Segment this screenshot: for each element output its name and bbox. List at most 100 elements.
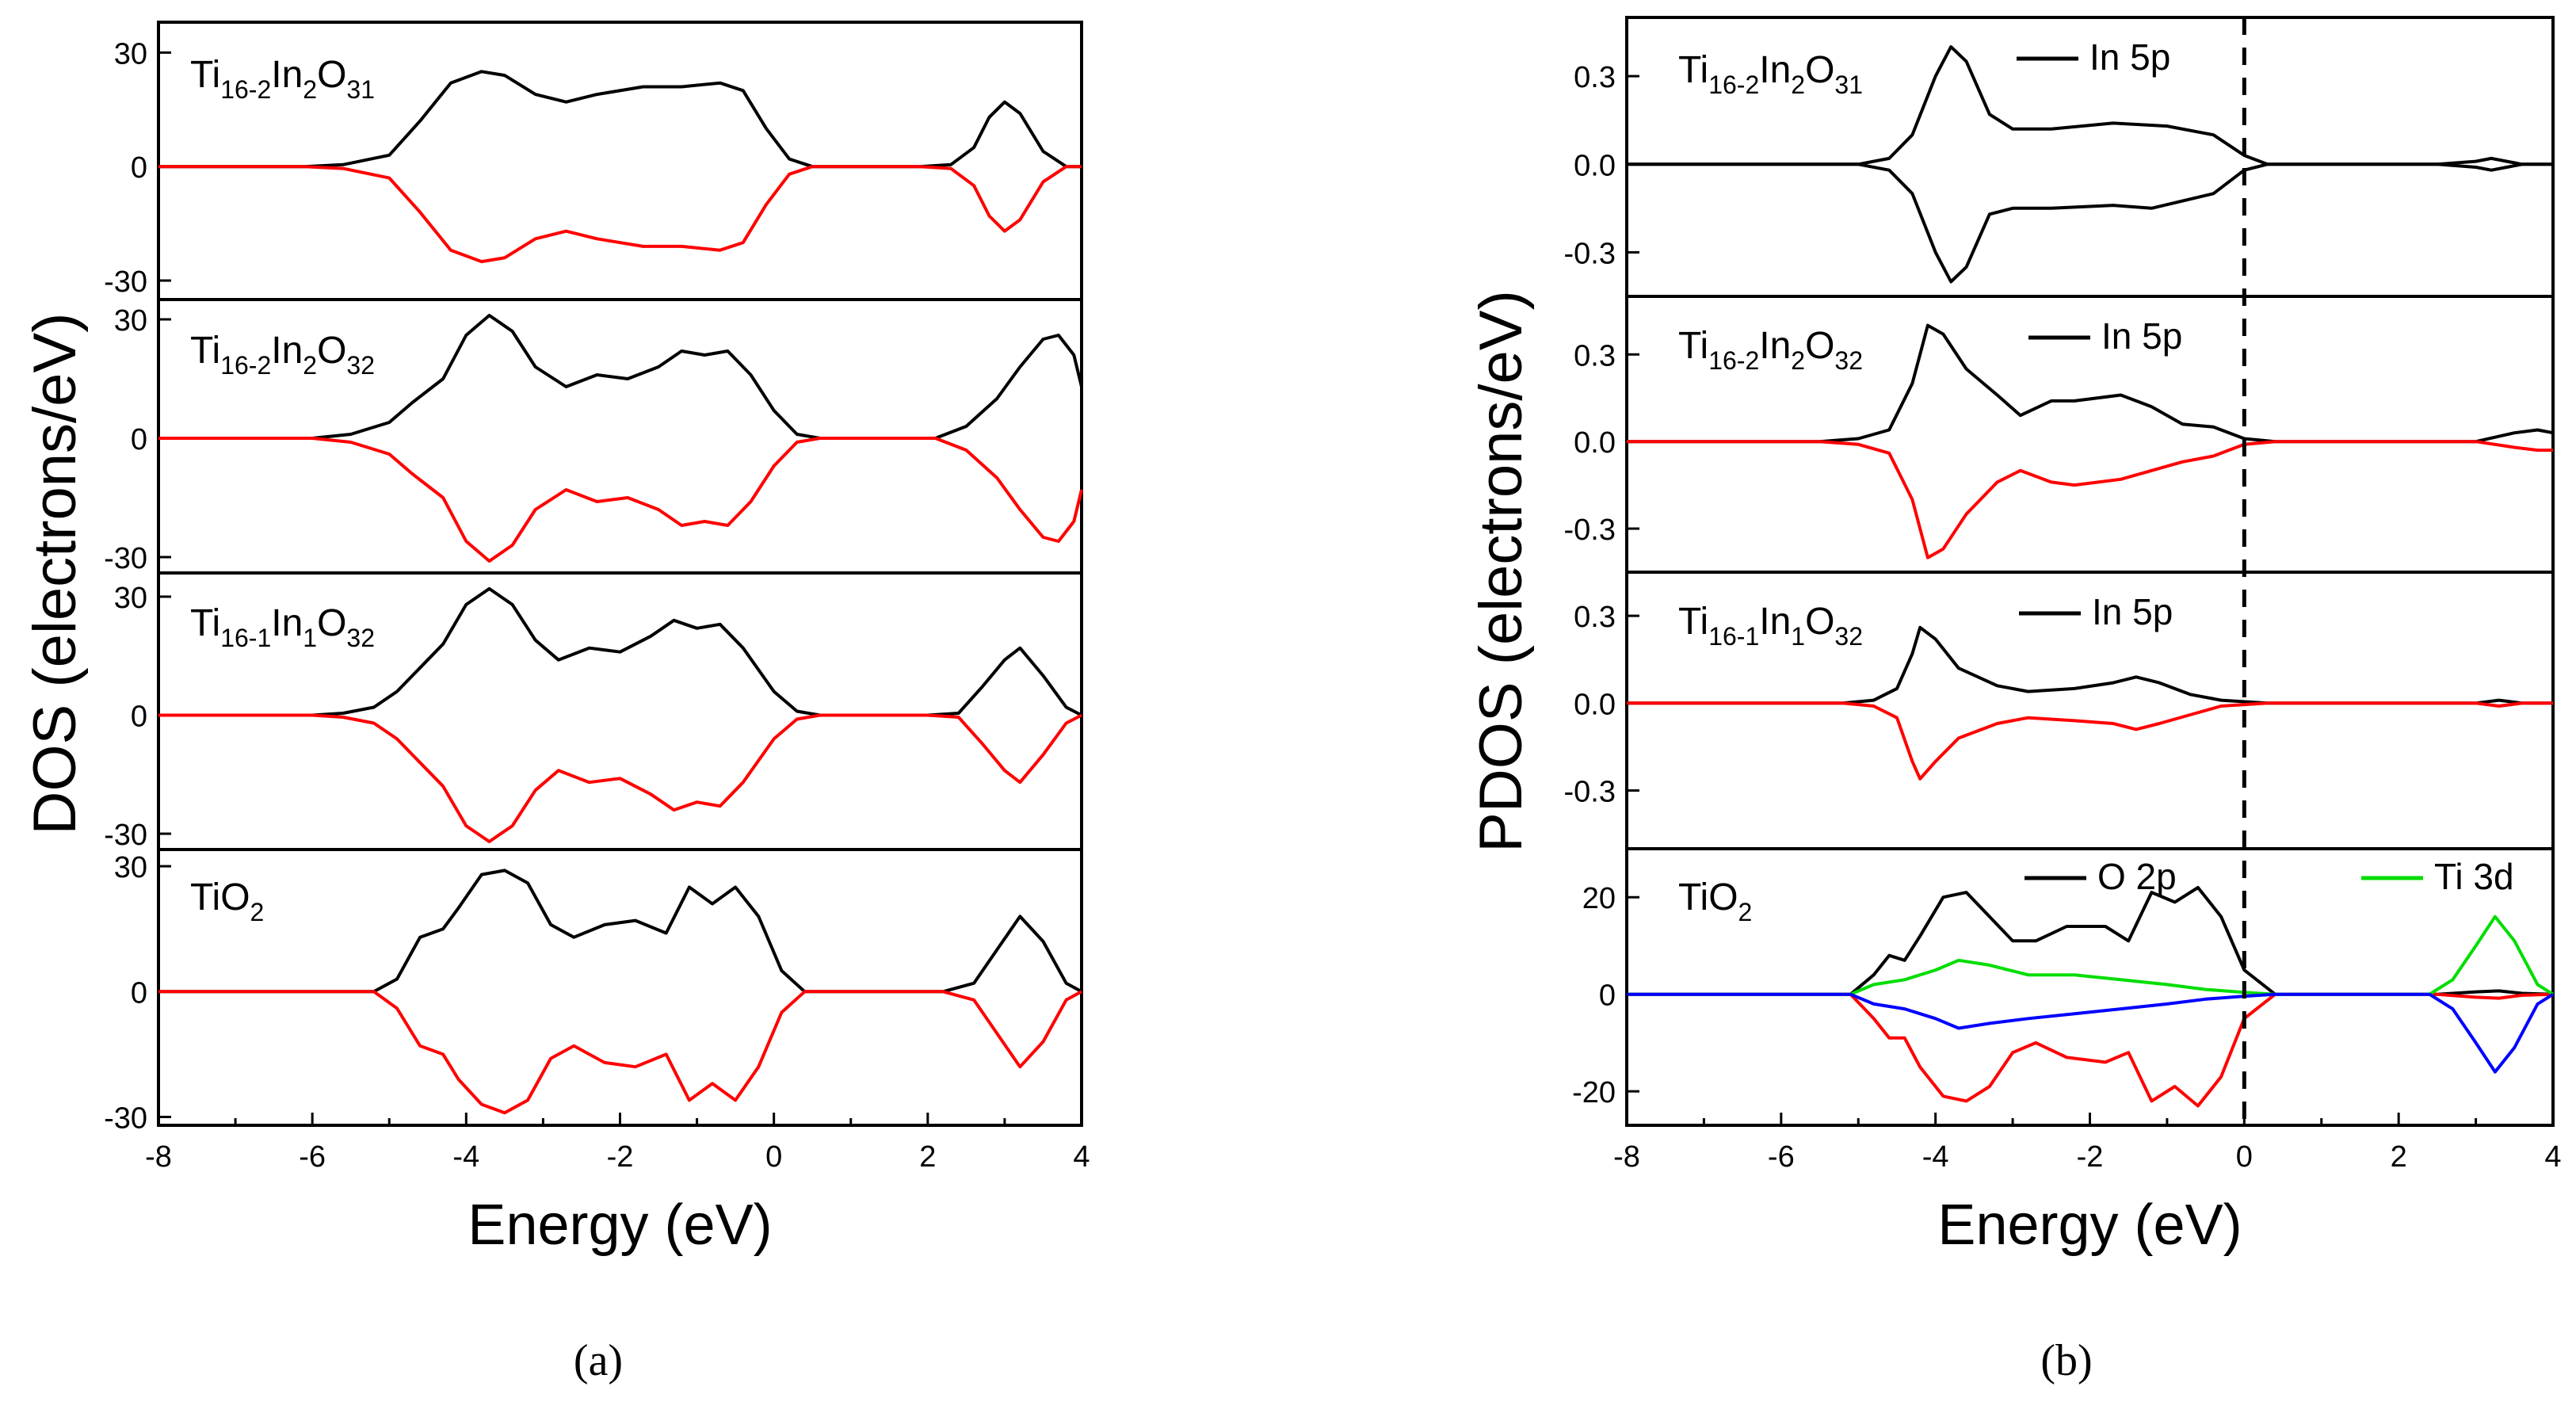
legend-label: O 2p — [2097, 856, 2177, 897]
panel-frame — [157, 848, 1083, 1127]
title-main: Ti — [1678, 325, 1708, 367]
x-tick-label: -6 — [299, 1140, 326, 1174]
title-sub1: 2 — [250, 898, 265, 926]
title-sub2: 1 — [303, 624, 317, 652]
panel-a-4: 30 0 -30 TiO2 — [104, 848, 1083, 1135]
series-o-2p-up — [1627, 886, 2554, 996]
x-tick-label: -4 — [1922, 1140, 1949, 1174]
panel-a-2: 30 0 -30 Ti16-2In2O32 — [104, 298, 1083, 575]
legend-label: In 5p — [2089, 36, 2170, 78]
x-tick-label: -2 — [2077, 1140, 2104, 1174]
y-tick-label: 0.0 — [1574, 149, 1616, 182]
x-axis-b: -8 -6 -4 -2 0 2 4 — [1613, 1113, 2562, 1174]
y-tick-label: -30 — [104, 819, 147, 852]
y-tick-label: -0.3 — [1564, 237, 1616, 270]
series-spin-down — [158, 990, 1082, 1115]
series-spin-up — [158, 586, 1082, 717]
x-tick-label: 4 — [2544, 1140, 2561, 1174]
title-mid: In — [1759, 49, 1791, 91]
series-ti-3d-up — [1627, 915, 2555, 996]
series-spin-down — [158, 165, 1082, 264]
title-sub1: 16-2 — [1708, 346, 1759, 375]
title-end: O — [317, 54, 346, 96]
title-sub3: 31 — [346, 75, 375, 104]
x-tick-label: 0 — [2236, 1140, 2253, 1174]
caption-b: (b) — [2040, 1336, 2092, 1385]
chart-a-dos: 300-30Ti16-2In2O31300-30Ti16-2In2O32300-… — [21, 21, 1090, 1257]
title-sub3: 32 — [346, 624, 375, 652]
captions: (a) (b) — [574, 1336, 2093, 1385]
panel-a-3: 30 0 -30 Ti16-1In1O32 — [104, 571, 1083, 852]
x-tick-label: -2 — [607, 1140, 634, 1174]
panel-title: TiO2 — [1678, 876, 1752, 926]
series-in-5p-down — [1627, 162, 2553, 284]
y-tick-label: -30 — [104, 265, 147, 299]
title-main: Ti — [1678, 49, 1708, 91]
title-sub2: 1 — [1791, 622, 1805, 651]
series-ti-3d-down — [1627, 992, 2555, 1074]
y-tick-label: 0 — [131, 423, 147, 456]
y-tick-label: 0.0 — [1574, 688, 1616, 721]
y-tick-label: 0 — [131, 976, 147, 1010]
panel-title: TiO2 — [190, 876, 264, 926]
title-main: Ti — [190, 54, 220, 96]
y-tick-label: 20 — [1582, 882, 1616, 915]
title-main: Ti — [1678, 601, 1708, 643]
series-spin-up — [158, 70, 1082, 169]
y-tick-label: 0.3 — [1574, 61, 1616, 94]
title-sub3: 31 — [1834, 71, 1863, 99]
panel-b-3: 0.3 0.0 -0.3 Ti16-1In1O32 In 5p — [1564, 571, 2555, 850]
title-mid: In — [1759, 601, 1791, 643]
x-tick-label: -4 — [452, 1140, 479, 1174]
y-axis-title: PDOS (electrons/eV) — [1467, 290, 1535, 853]
title-end: O — [317, 330, 346, 372]
title-end: O — [1805, 49, 1834, 91]
panel-title: Ti16-2In2O32 — [190, 330, 375, 380]
panel-title: Ti16-2In2O31 — [1678, 49, 1863, 99]
y-tick-label: 0.0 — [1574, 426, 1616, 460]
title-main: TiO — [1678, 876, 1738, 918]
y-tick-label: -20 — [1572, 1076, 1616, 1109]
series-in-5p-down — [1627, 701, 2553, 781]
title-end: O — [1805, 325, 1834, 367]
title-sub1: 16-1 — [220, 624, 271, 652]
panel-frame — [1625, 847, 2555, 1127]
y-tick-label: -0.3 — [1564, 776, 1616, 809]
legend-label: In 5p — [2092, 591, 2173, 632]
series-in-5p-up — [1627, 45, 2553, 166]
y-tick-label: 0 — [1599, 979, 1616, 1013]
title-mid: In — [1759, 325, 1791, 367]
panel-b-2: 0.3 0.0 -0.3 Ti16-2In2O32 In 5p — [1564, 295, 2555, 574]
y-tick-label: -30 — [104, 542, 147, 575]
y-tick-label: 0.3 — [1574, 339, 1616, 372]
x-tick-label: 0 — [765, 1140, 782, 1174]
y-tick-label: 0 — [131, 151, 147, 185]
title-sub2: 2 — [1791, 346, 1805, 375]
title-main: TiO — [190, 876, 250, 918]
series-spin-up — [158, 869, 1082, 994]
title-sub2: 2 — [303, 75, 317, 104]
x-axis-title: Energy (eV) — [467, 1193, 772, 1257]
panel-a-1: 30 0 -30 Ti16-2In2O31 — [104, 21, 1083, 301]
series-spin-down — [158, 713, 1082, 843]
y-axis-title: DOS (electrons/eV) — [21, 313, 89, 835]
panel-title: Ti16-2In2O32 — [1678, 325, 1863, 375]
title-sub1: 16-2 — [220, 75, 271, 104]
title-sub1: 16-2 — [1708, 71, 1759, 99]
title-sub3: 32 — [346, 351, 375, 380]
title-main: Ti — [190, 330, 220, 372]
title-sub1: 16-2 — [220, 351, 271, 380]
panel-b-4: 20 0 -20 TiO2 O 2p Ti 3d — [1572, 847, 2555, 1127]
y-tick-label: -30 — [104, 1102, 147, 1135]
y-tick-label: 30 — [114, 304, 147, 338]
legend-label: Ti 3d — [2434, 856, 2514, 897]
title-mid: In — [271, 54, 303, 96]
title-mid: In — [271, 330, 303, 372]
x-tick-label: -8 — [1613, 1140, 1640, 1174]
x-axis-title: Energy (eV) — [1937, 1193, 2242, 1257]
panel-b-1: 0.3 0.0 -0.3 Ti16-2In2O31 In 5p — [1564, 16, 2555, 298]
title-end: O — [1805, 601, 1834, 643]
x-tick-label: 2 — [919, 1140, 936, 1174]
